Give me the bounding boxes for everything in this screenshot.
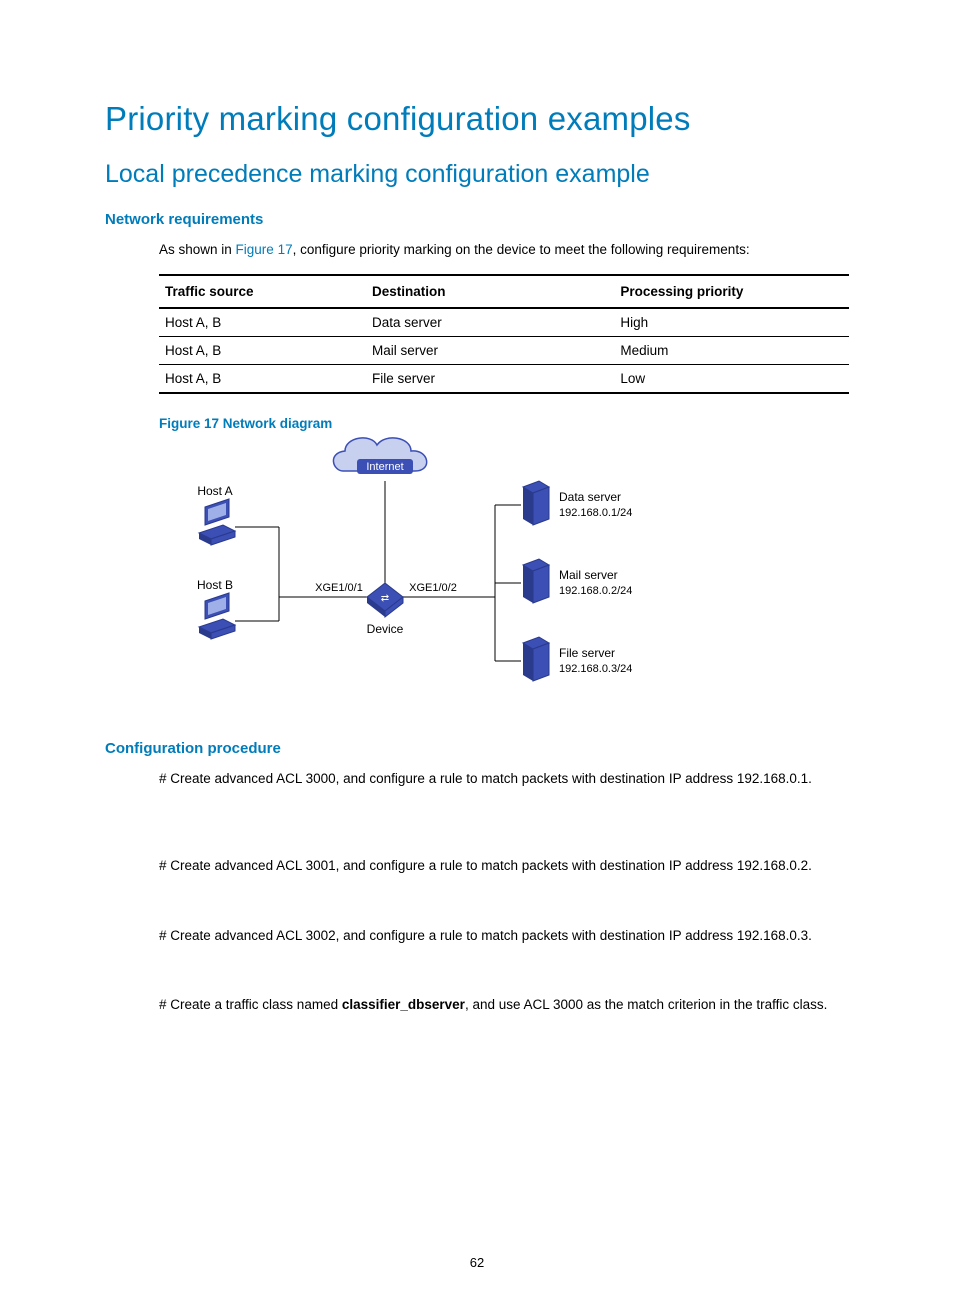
page-subtitle: Local precedence marking configuration e… — [105, 160, 849, 189]
table-header-row: Traffic source Destination Processing pr… — [159, 275, 849, 308]
table-row: Host A, B File server Low — [159, 364, 849, 393]
config-step-final: # Create a traffic class named classifie… — [159, 995, 849, 1015]
svg-text:192.168.0.2/24: 192.168.0.2/24 — [559, 585, 632, 597]
document-page: Priority marking configuration examples … — [0, 0, 954, 1296]
config-step: # Create advanced ACL 3000, and configur… — [159, 769, 849, 789]
svg-text:Host B: Host B — [197, 578, 233, 592]
intro-prefix: As shown in — [159, 242, 236, 257]
svg-text:⇄: ⇄ — [381, 593, 389, 604]
col-processing-priority: Processing priority — [614, 275, 849, 308]
figure-link[interactable]: Figure 17 — [236, 242, 293, 257]
intro-suffix: , configure priority marking on the devi… — [293, 242, 750, 257]
table-cell: High — [614, 308, 849, 337]
table-cell: Host A, B — [159, 308, 366, 337]
page-number: 62 — [0, 1255, 954, 1270]
final-step-suffix: , and use ACL 3000 as the match criterio… — [465, 997, 827, 1012]
section-heading-network-requirements: Network requirements — [105, 211, 849, 228]
requirements-table: Traffic source Destination Processing pr… — [159, 274, 849, 394]
svg-text:Device: Device — [367, 622, 404, 636]
intro-paragraph: As shown in Figure 17, configure priorit… — [159, 240, 849, 260]
svg-text:File server: File server — [559, 646, 615, 660]
svg-text:Mail server: Mail server — [559, 568, 618, 582]
final-step-classname: classifier_dbserver — [342, 997, 465, 1012]
table-cell: Data server — [366, 308, 614, 337]
svg-text:Data server: Data server — [559, 490, 621, 504]
svg-text:192.168.0.3/24: 192.168.0.3/24 — [559, 663, 632, 675]
section-heading-config-procedure: Configuration procedure — [105, 740, 849, 757]
table-cell: Low — [614, 364, 849, 393]
network-diagram-svg: Internet Host A Host B ⇄ Device XGE1/0/1 XGE1/… — [159, 437, 679, 697]
final-step-prefix: # Create a traffic class named — [159, 997, 342, 1012]
page-title: Priority marking configuration examples — [105, 100, 849, 138]
svg-text:192.168.0.1/24: 192.168.0.1/24 — [559, 507, 632, 519]
table-cell: Host A, B — [159, 336, 366, 364]
svg-text:XGE1/0/2: XGE1/0/2 — [409, 582, 457, 594]
col-destination: Destination — [366, 275, 614, 308]
config-step: # Create advanced ACL 3002, and configur… — [159, 926, 849, 946]
figure-caption: Figure 17 Network diagram — [159, 416, 849, 431]
table-cell: Host A, B — [159, 364, 366, 393]
col-traffic-source: Traffic source — [159, 275, 366, 308]
svg-text:Internet: Internet — [366, 461, 403, 473]
table-row: Host A, B Data server High — [159, 308, 849, 337]
config-step: # Create advanced ACL 3001, and configur… — [159, 856, 849, 876]
network-diagram: Internet Host A Host B ⇄ Device XGE1/0/1 XGE1/… — [159, 437, 849, 702]
table-row: Host A, B Mail server Medium — [159, 336, 849, 364]
table-cell: Medium — [614, 336, 849, 364]
svg-text:XGE1/0/1: XGE1/0/1 — [315, 582, 363, 594]
table-cell: File server — [366, 364, 614, 393]
table-cell: Mail server — [366, 336, 614, 364]
svg-text:Host A: Host A — [197, 484, 232, 498]
